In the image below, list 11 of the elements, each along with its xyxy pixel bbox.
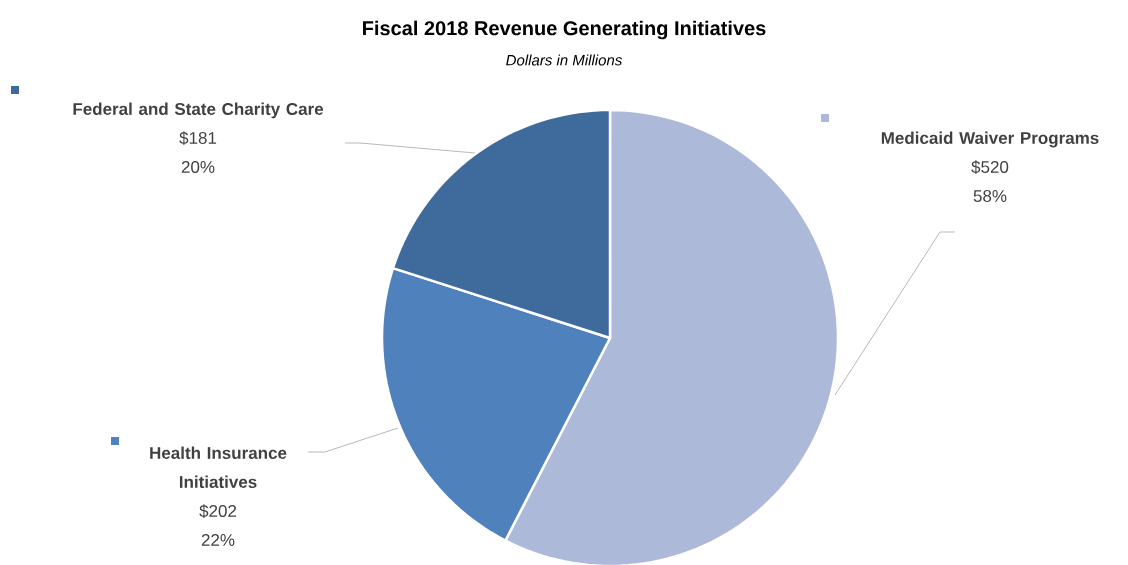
text: 20% <box>181 160 215 174</box>
chart-title: Fiscal 2018 Revenue Generating Initiatives <box>363 20 766 40</box>
slice-label: Medicaid Waiver Programs <box>881 131 1099 148</box>
text: 22% <box>201 533 235 546</box>
data-label: $202 <box>199 504 237 519</box>
text: 58% <box>973 189 1007 203</box>
chart-subtitle: Dollars in Millions <box>506 54 622 66</box>
slice-label: Health Insurance Initiatives <box>150 446 287 489</box>
slice-label: Federal and State Charity Care <box>73 102 324 119</box>
data-label: $520 <box>971 160 1009 175</box>
data-label: $181 <box>179 131 217 146</box>
